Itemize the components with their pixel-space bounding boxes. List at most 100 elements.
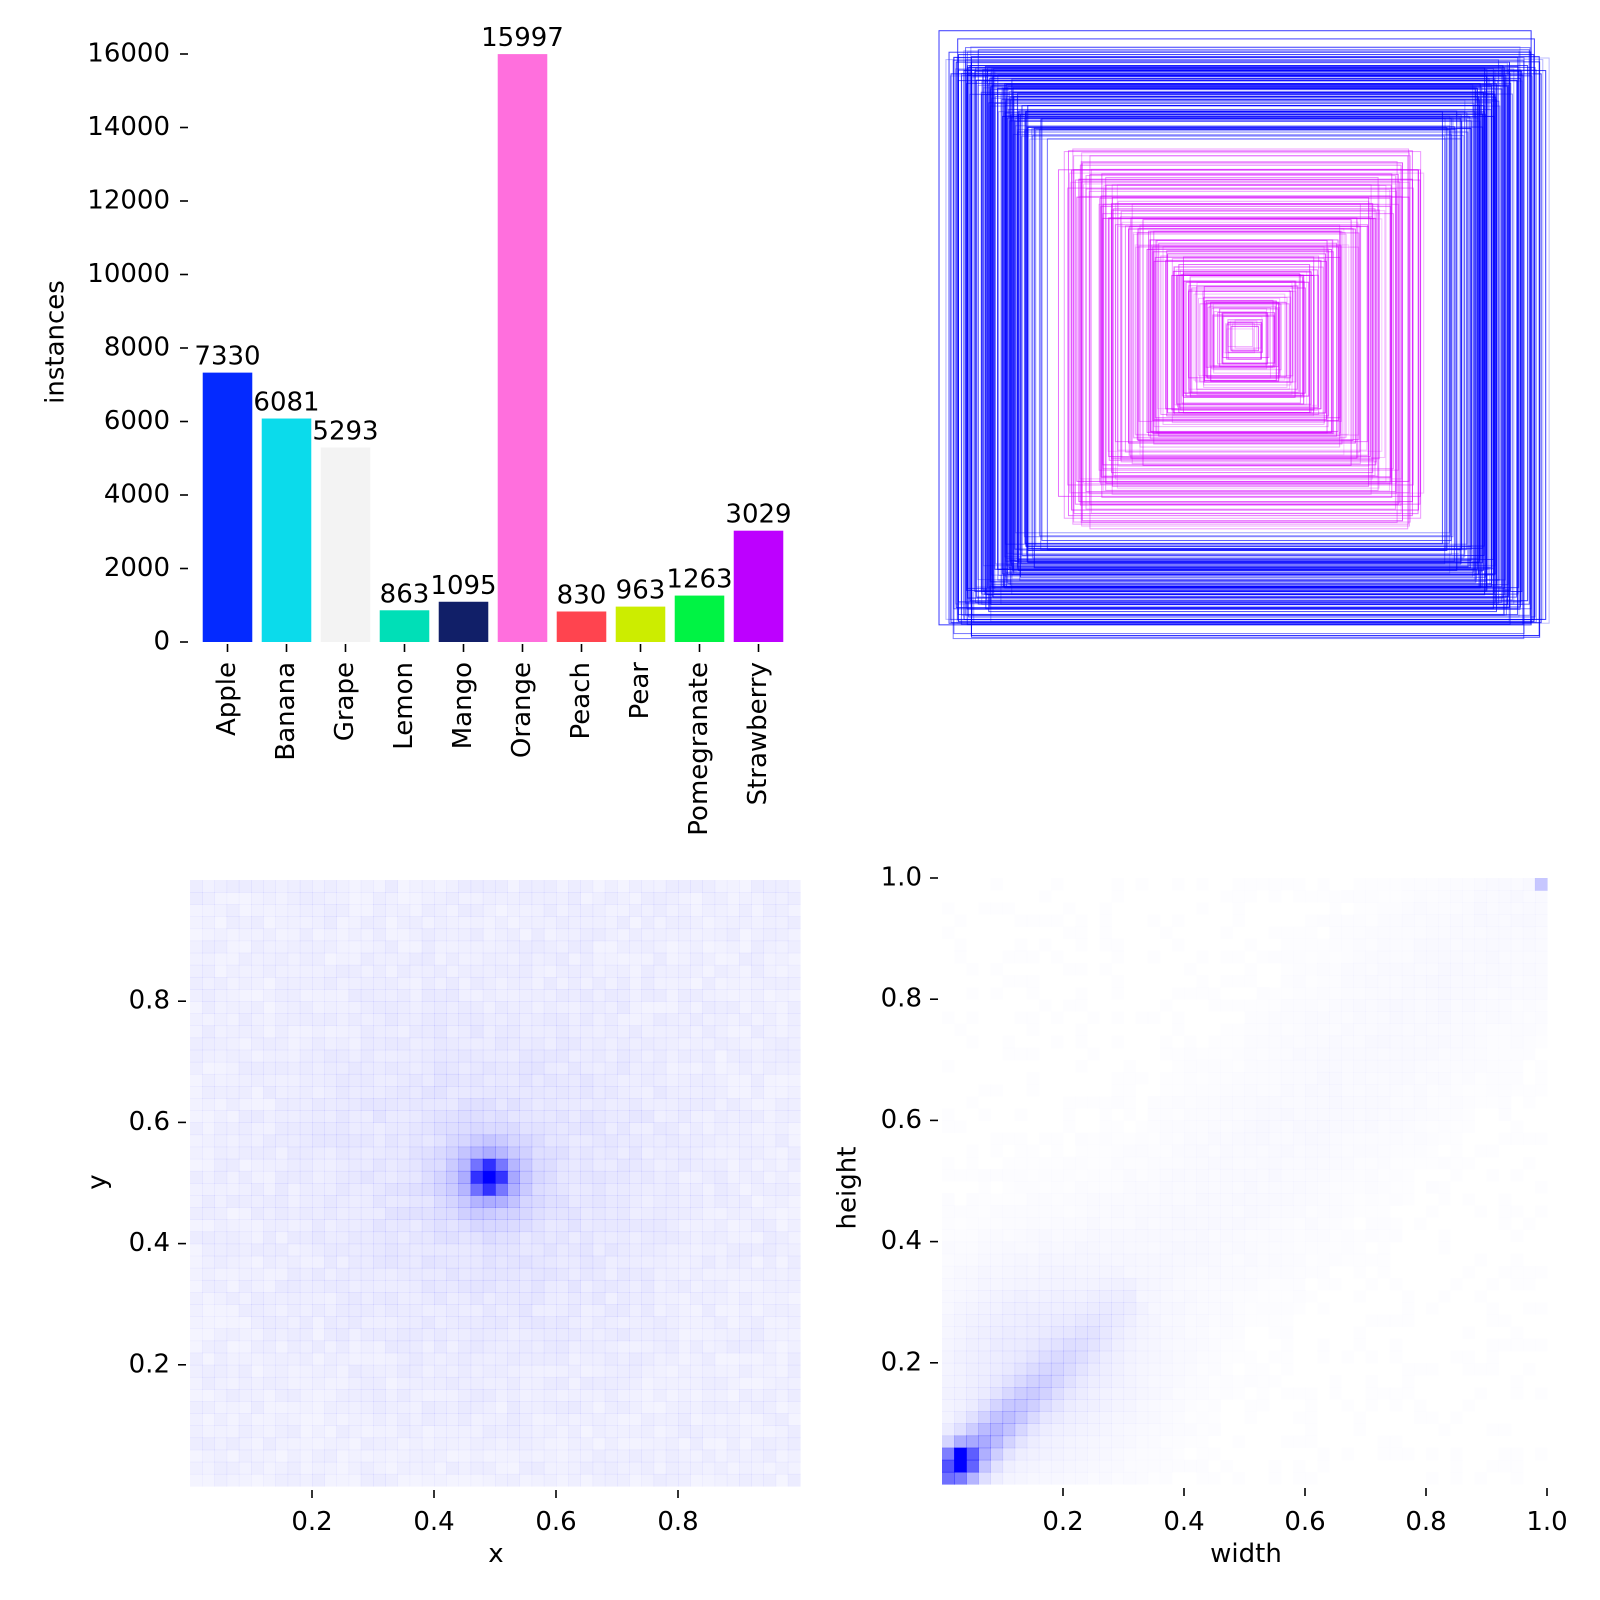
wh-heatmap-cell	[1341, 1120, 1354, 1133]
xy-heatmap-cell	[287, 1328, 301, 1342]
xy-heatmap-cell	[190, 1098, 203, 1111]
xy-heatmap-cell	[202, 1364, 215, 1378]
xy-heatmap-cell	[275, 1037, 289, 1051]
xy-heatmap-cell	[543, 1073, 557, 1087]
wh-heatmap-cell	[1087, 1133, 1100, 1146]
wh-heatmap-cell	[1160, 1193, 1173, 1206]
wh-heatmap-cell	[1305, 1036, 1318, 1049]
wh-heatmap-cell	[1511, 1048, 1524, 1061]
xy-heatmap-cell	[360, 1267, 374, 1281]
wh-heatmap-cell	[1402, 939, 1415, 952]
wh-heatmap-cell	[1353, 999, 1366, 1012]
wh-heatmap-cell	[1390, 1060, 1403, 1073]
wh-heatmap-cell	[1499, 1048, 1512, 1061]
wh-heatmap-cell	[1511, 1387, 1524, 1400]
xy-heatmap-cell	[226, 1316, 240, 1330]
xy-heatmap-cell	[641, 928, 655, 942]
wh-heatmap-cell	[1027, 1145, 1040, 1158]
wh-heatmap-cell	[1523, 1133, 1536, 1146]
wh-heatmap-cell	[942, 1120, 955, 1133]
xy-heatmap-cell	[287, 952, 301, 966]
xy-heatmap-cell	[763, 1110, 777, 1123]
xy-heatmap-cell	[617, 1025, 630, 1039]
xy-heatmap-cell	[446, 964, 459, 978]
xy-heatmap-cell	[787, 916, 801, 930]
xy-heatmap-cell	[665, 1219, 679, 1233]
xy-heatmap-cell	[751, 1267, 764, 1281]
wh-heatmap-cell	[1366, 951, 1379, 964]
wh-heatmap-cell	[1462, 1072, 1475, 1085]
wh-heatmap-cell	[1099, 1096, 1112, 1109]
xy-heatmap-cell	[568, 892, 581, 905]
xy-heatmap-cells	[190, 880, 801, 1487]
xy-heatmap-cell	[604, 952, 618, 966]
xy-heatmap-cell	[617, 1389, 630, 1402]
xy-heatmap-cell	[714, 1292, 728, 1305]
wh-heatmap-cell	[1281, 1326, 1294, 1339]
wh-heatmap-cell	[1462, 1011, 1475, 1024]
xy-heatmap-cell	[214, 1340, 228, 1354]
wh-heatmap-cell	[1462, 1023, 1475, 1036]
xy-heatmap-cell	[470, 989, 484, 1002]
wh-heatmap-cell	[1402, 1036, 1415, 1049]
wh-heatmap-cell	[1487, 1278, 1500, 1291]
wh-heatmap-cell	[1523, 1096, 1536, 1109]
xy-heatmap-cell	[775, 976, 789, 990]
wh-heatmap-cell	[1172, 1411, 1185, 1424]
wh-heatmap-cell	[1184, 1460, 1197, 1473]
wh-heatmap-cell	[1220, 1217, 1233, 1230]
xy-heatmap-cell	[775, 1183, 789, 1196]
wh-heatmap-cell	[966, 1447, 979, 1461]
xy-heatmap-cell	[287, 1013, 301, 1027]
wh-heatmap-cell	[1269, 1181, 1282, 1194]
xy-heatmap-cell	[312, 1437, 325, 1451]
xy-heatmap-cell	[702, 1267, 716, 1281]
xy-heatmap-cell	[751, 1437, 764, 1451]
xy-heatmap-cell	[434, 916, 447, 930]
xy-heatmap-cell	[434, 1328, 447, 1342]
xy-heatmap-cell	[556, 1134, 569, 1148]
wh-heatmap-cell	[1499, 1460, 1512, 1473]
wh-heatmap-cell	[1353, 1084, 1366, 1097]
small-bounding-box	[1165, 260, 1322, 410]
xy-heatmap-cell	[702, 1219, 716, 1233]
xy-heatmap-cell	[336, 880, 350, 893]
wh-heatmap-cell	[1462, 914, 1475, 927]
wh-heatmap-cell	[1220, 1036, 1233, 1049]
xy-heatmap-cell	[507, 1461, 520, 1475]
xy-heatmap-cell	[324, 1243, 337, 1257]
xy-heatmap-cell	[275, 1013, 289, 1027]
xy-heatmap-cell	[543, 1183, 557, 1196]
wh-heatmap-cell	[1462, 1399, 1475, 1412]
xy-heatmap-cell	[299, 952, 313, 966]
wh-heatmap-cell	[1402, 1060, 1415, 1073]
xy-heatmap-cell	[751, 1340, 764, 1354]
wh-heatmap-cell	[1353, 1120, 1366, 1133]
wh-heatmap-cell	[1232, 914, 1245, 927]
xy-heatmap-cell	[385, 1170, 398, 1184]
xy-heatmap-cell	[763, 1207, 777, 1220]
xy-heatmap-cell	[665, 1389, 679, 1402]
xy-heatmap-cell	[531, 940, 545, 954]
xy-heatmap-cell	[495, 1158, 508, 1172]
wh-heatmap-cell	[1293, 1387, 1306, 1400]
xy-heatmap-cell	[739, 1001, 752, 1014]
wh-heatmap-cell	[1015, 1205, 1028, 1218]
xy-heatmap-cell	[592, 892, 606, 905]
wh-heatmap-cell	[1390, 1072, 1403, 1085]
wh-heatmap-cell	[942, 1229, 955, 1242]
wh-heatmap-cell	[954, 1411, 967, 1424]
xy-heatmap-cell	[629, 1110, 642, 1123]
small-bounding-box	[1136, 232, 1360, 441]
xy-heatmap-cell	[324, 1255, 337, 1269]
xy-heatmap-cell	[238, 1304, 252, 1317]
xy-heatmap-cell	[568, 1413, 581, 1426]
wh-heatmap-cell	[1245, 890, 1258, 903]
wh-heatmap-cell	[1148, 1254, 1161, 1267]
large-bounding-box	[1017, 113, 1484, 564]
xy-heatmap-cell	[385, 1110, 398, 1123]
xy-heatmap-cell	[312, 1086, 325, 1099]
wh-heatmap-cell	[1523, 914, 1536, 927]
wh-heatmap-cell	[1329, 1278, 1342, 1291]
wh-heatmap-cell	[1426, 1072, 1439, 1085]
